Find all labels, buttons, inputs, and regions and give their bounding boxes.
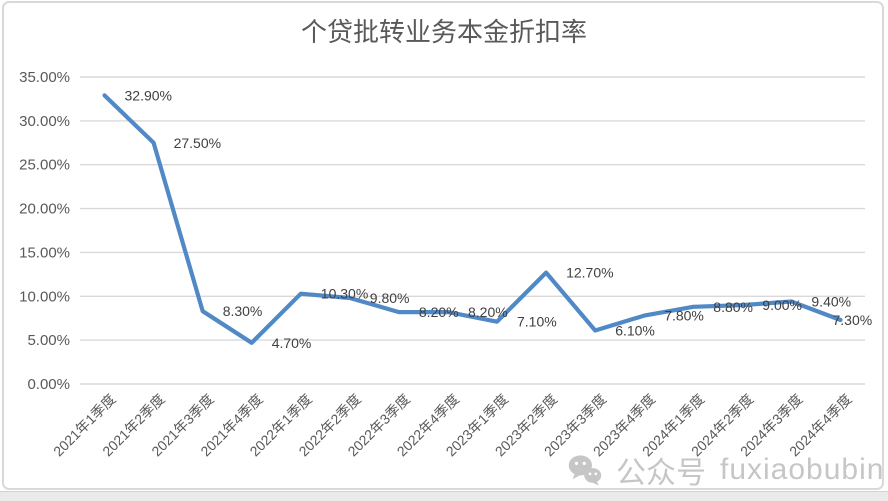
data-label: 8.80% — [713, 299, 753, 315]
data-label: 8.20% — [419, 304, 459, 320]
data-label: 9.80% — [370, 290, 410, 306]
data-label: 9.00% — [762, 297, 802, 313]
y-axis-tick-label: 35.00% — [19, 69, 70, 86]
y-axis-tick-label: 30.00% — [19, 113, 70, 130]
data-label: 10.30% — [321, 286, 368, 302]
data-label: 32.90% — [125, 87, 172, 103]
bottom-strip — [0, 491, 888, 501]
watermark: 公众号 fuxiaobubin — [568, 450, 884, 490]
y-axis-tick-label: 5.00% — [27, 332, 70, 349]
chart-frame — [2, 1, 884, 490]
data-label: 8.30% — [223, 303, 263, 319]
wechat-icon — [568, 455, 602, 486]
data-label: 7.30% — [833, 312, 873, 328]
data-label: 7.10% — [517, 314, 557, 330]
data-label: 8.20% — [468, 304, 508, 320]
data-label: 6.10% — [615, 323, 655, 339]
y-axis-tick-label: 25.00% — [19, 157, 70, 174]
y-axis-tick-label: 15.00% — [19, 244, 70, 261]
chart-title: 个贷批转业务本金折扣率 — [300, 18, 587, 47]
data-label: 7.80% — [664, 308, 704, 324]
y-axis-tick-label: 0.00% — [27, 376, 70, 393]
y-axis-tick-label: 20.00% — [19, 201, 70, 218]
watermark-name: fuxiaobubin — [720, 453, 885, 486]
data-label: 27.50% — [174, 135, 221, 151]
watermark-prefix: 公众号 — [616, 457, 706, 490]
data-label: 4.70% — [272, 335, 312, 351]
data-label: 12.70% — [566, 265, 613, 281]
data-label: 9.40% — [811, 294, 851, 310]
series-line — [102, 93, 843, 345]
y-axis-tick-label: 10.00% — [19, 288, 70, 305]
